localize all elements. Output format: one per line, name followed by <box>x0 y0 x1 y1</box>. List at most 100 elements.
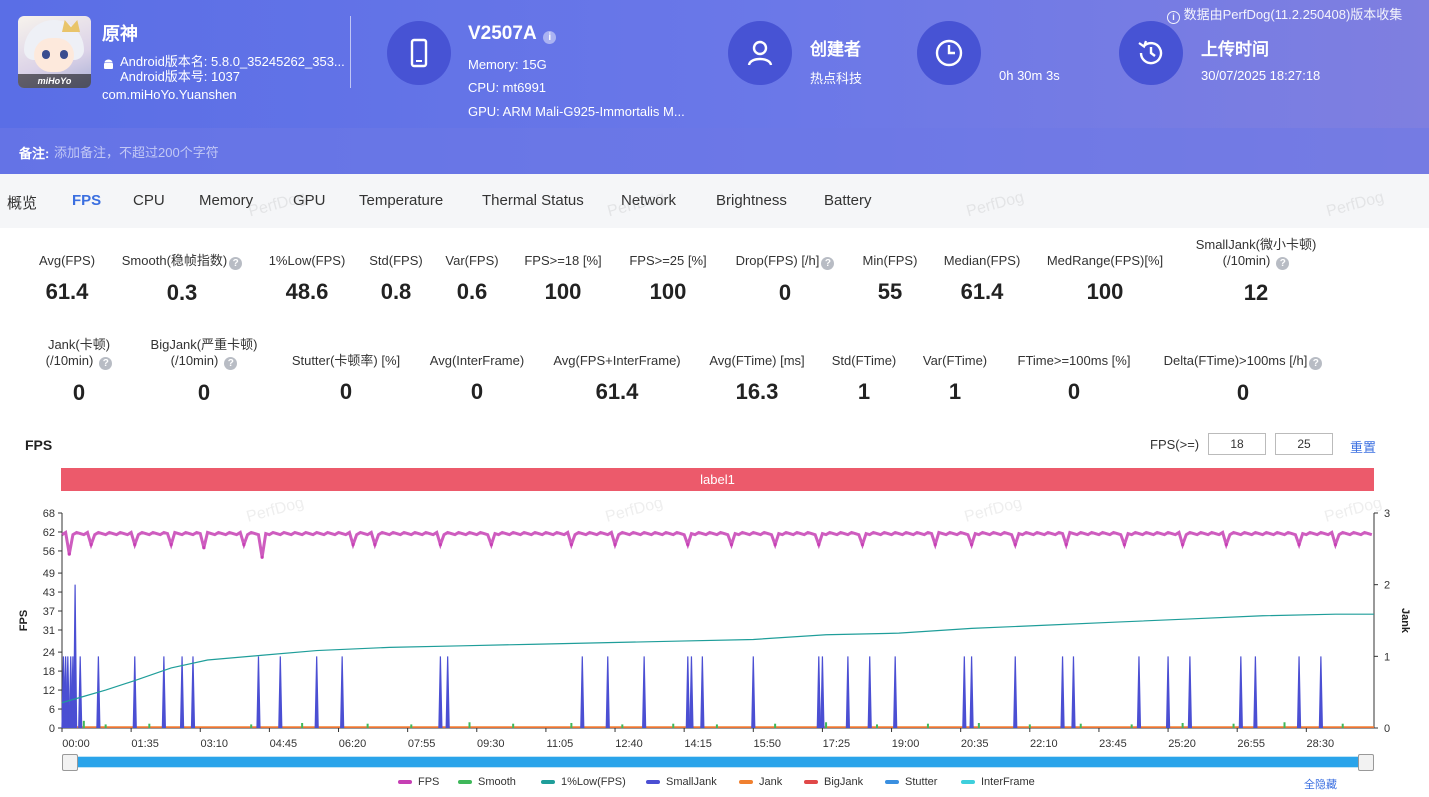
metric-value: 0 <box>339 379 353 404</box>
metric-label: Var(FTime) <box>922 353 988 368</box>
tab-network[interactable]: Network <box>621 192 677 209</box>
smalljank-spike <box>751 656 756 729</box>
x-tick-label: 14:15 <box>684 738 712 750</box>
y2-tick-label: 3 <box>1384 508 1390 520</box>
fps-dip-point <box>686 543 690 547</box>
y-tick-label: 12 <box>43 685 55 697</box>
legend-item[interactable]: 1%Low(FPS) <box>541 776 626 788</box>
x-tick-label: 25:20 <box>1168 738 1196 750</box>
smalljank-spike <box>161 656 166 729</box>
fps-threshold-input-2[interactable] <box>1275 433 1333 455</box>
metric-value: 0.3 <box>166 280 198 305</box>
legend-item[interactable]: FPS <box>398 776 439 788</box>
phone-icon <box>387 21 451 85</box>
legend-item[interactable]: SmallJank <box>646 776 717 788</box>
remark-input[interactable]: 添加备注，不超过200个字符 <box>54 145 219 160</box>
tab-temperature[interactable]: Temperature <box>359 192 444 209</box>
info-icon[interactable]: i <box>543 31 557 44</box>
upload-label: 上传时间 <box>1201 40 1269 59</box>
legend-swatch <box>885 780 899 785</box>
metric-value: 100 <box>1086 279 1124 304</box>
y-tick-label: 6 <box>49 704 55 716</box>
tab-fps[interactable]: FPS <box>72 192 102 209</box>
tab-thermal-status[interactable]: Thermal Status <box>482 192 584 209</box>
smalljank-spike <box>278 656 283 729</box>
row1-metric: 1%Low(FPS) 48.6 <box>217 253 397 305</box>
metric-label: SmallJank(微小卡顿) <box>1195 237 1317 252</box>
legend-item[interactable]: Stutter <box>885 776 937 788</box>
smalljank-spike <box>1013 656 1018 729</box>
fps-threshold-input-1[interactable] <box>1208 433 1266 455</box>
tab-memory[interactable]: Memory <box>199 192 254 209</box>
remark-bar: 备注: 添加备注，不超过200个字符 <box>0 128 1429 174</box>
row2-metric: Avg(FTime) [ms] 16.3 <box>667 353 847 405</box>
help-icon[interactable]: ? <box>99 357 113 370</box>
smalljank-spike <box>438 656 443 729</box>
slider-selection[interactable] <box>74 757 1362 767</box>
android-icon <box>103 58 114 76</box>
slider-handle-right[interactable] <box>1358 754 1374 771</box>
legend-item[interactable]: BigJank <box>804 776 863 788</box>
user-icon <box>728 21 792 85</box>
legend-swatch <box>541 780 555 785</box>
metric-value: 61.4 <box>45 279 89 304</box>
series-fps-line <box>61 530 1373 558</box>
source-note: i 数据由PerfDog(11.2.250408)版本收集 <box>1165 4 1402 24</box>
smalljank-spike <box>1296 656 1302 729</box>
legend-item[interactable]: Jank <box>739 776 782 788</box>
row1-metric: Avg(FPS) 61.4 <box>0 253 157 305</box>
smalljank-spike <box>1136 656 1142 729</box>
y-tick-label: 43 <box>43 587 55 599</box>
smalljank-spike <box>816 656 821 729</box>
x-tick-label: 12:40 <box>615 738 643 750</box>
android-version-code: Android版本号: 1037 <box>120 69 240 84</box>
metric-value: 16.3 <box>735 379 779 404</box>
reset-button[interactable]: 重置 <box>1350 440 1377 455</box>
help-icon[interactable]: ? <box>821 257 835 270</box>
smalljank-spike <box>1165 656 1171 729</box>
metric-label: Stutter(卡顿率) [%] <box>291 353 401 368</box>
label-bar[interactable]: label1 <box>61 468 1374 491</box>
y-tick-label: 37 <box>43 606 55 618</box>
slider-handle-left[interactable] <box>62 754 78 771</box>
fps-dip-point <box>1064 543 1068 547</box>
android-version-name: Android版本名: 5.8.0_35245262_353... <box>120 54 345 69</box>
x-tick-label: 19:00 <box>892 738 920 750</box>
row1-metric: Drop(FPS) [/h]? 0 <box>695 253 875 306</box>
metric-label: Std(FTime) <box>831 353 897 368</box>
metric-label: FPS>=25 [%] <box>629 253 707 268</box>
tab-brightness[interactable]: Brightness <box>716 192 787 209</box>
metric-value: 48.6 <box>285 279 329 304</box>
legend-label: SmallJank <box>666 776 717 788</box>
metric-label: Jank(卡顿) <box>47 337 111 352</box>
row1-metric: Min(FPS) 55 <box>800 253 980 305</box>
smalljank-spike <box>190 656 196 729</box>
smalljank-spike <box>340 656 345 729</box>
help-icon[interactable]: ? <box>1276 257 1290 270</box>
time-range-slider[interactable] <box>62 754 1374 771</box>
smalljank-spike <box>1071 656 1076 729</box>
fps-dip-point <box>133 543 137 547</box>
tab-gpu[interactable]: GPU <box>293 192 326 209</box>
legend-item[interactable]: InterFrame <box>961 776 1035 788</box>
row2-metric: Avg(InterFrame) 0 <box>387 353 567 405</box>
fps-dip-point <box>569 543 573 547</box>
smalljank-spike <box>689 656 694 729</box>
legend-item[interactable]: Smooth <box>458 776 516 788</box>
help-icon[interactable]: ? <box>229 257 243 270</box>
metric-value: 61.4 <box>595 379 639 404</box>
y2-tick-label: 0 <box>1384 723 1390 735</box>
legend-label: Stutter <box>905 776 938 788</box>
smalljank-spike <box>78 656 83 729</box>
y-tick-label: 24 <box>43 647 55 659</box>
help-icon[interactable]: ? <box>224 357 238 370</box>
metric-value: 0 <box>1067 379 1081 404</box>
tab-overview[interactable]: 概览 <box>7 195 38 212</box>
row2-metric: BigJank(严重卡顿) (/10min)? 0 <box>114 337 294 406</box>
help-icon[interactable]: ? <box>1309 357 1323 370</box>
tab-battery[interactable]: Battery <box>824 192 872 209</box>
legend-swatch <box>804 780 818 785</box>
metric-label-unit: (/10min)? <box>1166 253 1346 270</box>
hide-all-button[interactable]: 全隐藏 <box>1304 779 1337 791</box>
tab-cpu[interactable]: CPU <box>133 192 165 209</box>
